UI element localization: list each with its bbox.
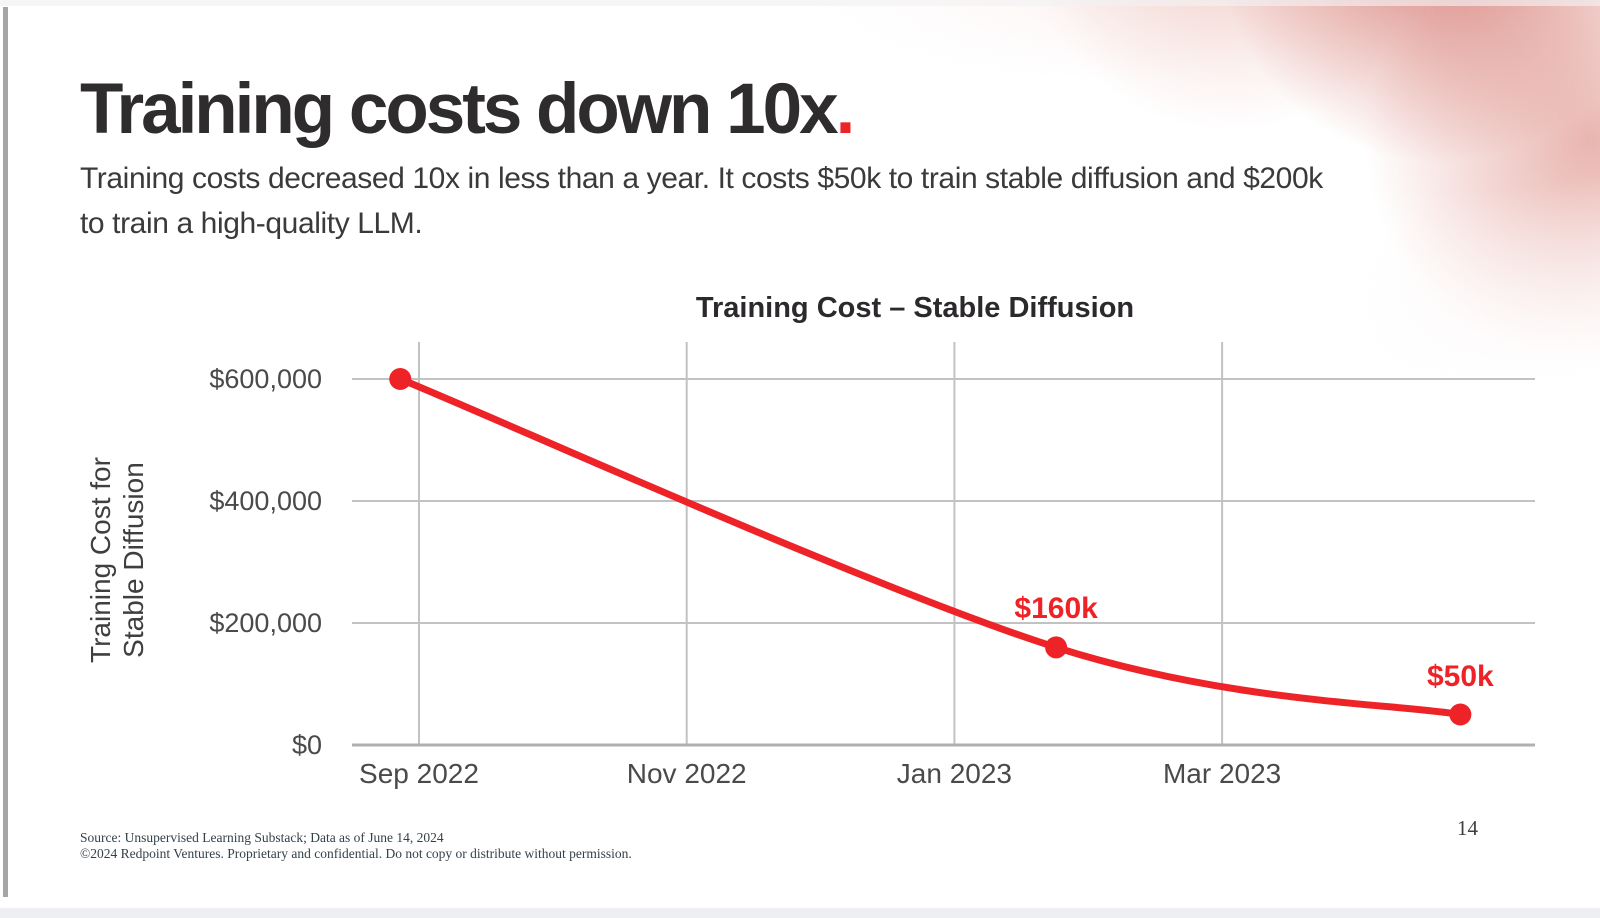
footer: Source: Unsupervised Learning Substack; … xyxy=(80,830,632,861)
x-tick-label: Sep 2022 xyxy=(359,758,479,789)
y-axis-title-line-1: Training Cost for xyxy=(85,457,116,663)
background-gradient xyxy=(800,0,1600,440)
left-scrollbar[interactable] xyxy=(3,7,8,897)
page-title-text: Training costs down 10x xyxy=(80,70,839,149)
subtitle-line-2: to train a high-quality LLM. xyxy=(80,207,423,240)
subtitle-line-1: Training costs decreased 10x in less tha… xyxy=(80,162,1323,195)
page-number: 14 xyxy=(1457,816,1478,840)
footer-source-line: Source: Unsupervised Learning Substack; … xyxy=(80,830,444,845)
data-point-label: $50k xyxy=(1426,659,1494,693)
page-title: Training costs down 10x. xyxy=(80,70,856,149)
data-point xyxy=(1045,636,1068,659)
top-edge-strip xyxy=(0,0,1600,6)
data-point xyxy=(389,368,412,390)
y-tick-label: $600,000 xyxy=(209,364,322,394)
data-point xyxy=(1449,703,1472,726)
data-point-label: $160k xyxy=(1014,592,1098,626)
y-tick-label: $400,000 xyxy=(209,486,322,516)
bottom-edge-strip xyxy=(0,908,1600,918)
chart-title: Training Cost – Stable Diffusion xyxy=(695,292,1135,324)
subtitle: Training costs decreased 10x in less tha… xyxy=(80,156,1323,246)
footer-copyright-line: ©2024 Redpoint Ventures. Proprietary and… xyxy=(80,845,632,861)
y-tick-label: $0 xyxy=(291,730,322,760)
noise-texture xyxy=(800,0,1600,440)
y-tick-label: $200,000 xyxy=(209,608,322,638)
line-chart-canvas xyxy=(352,342,1535,747)
y-axis-title: Training Cost for Stable Diffusion xyxy=(84,410,150,710)
x-tick-label: Nov 2022 xyxy=(626,758,747,789)
y-axis-title-line-2: Stable Diffusion xyxy=(118,462,149,658)
trend-line xyxy=(396,375,1464,718)
x-tick-label: Mar 2023 xyxy=(1162,758,1282,789)
x-tick-label: Jan 2023 xyxy=(896,758,1012,789)
page-title-period: . xyxy=(835,70,856,149)
